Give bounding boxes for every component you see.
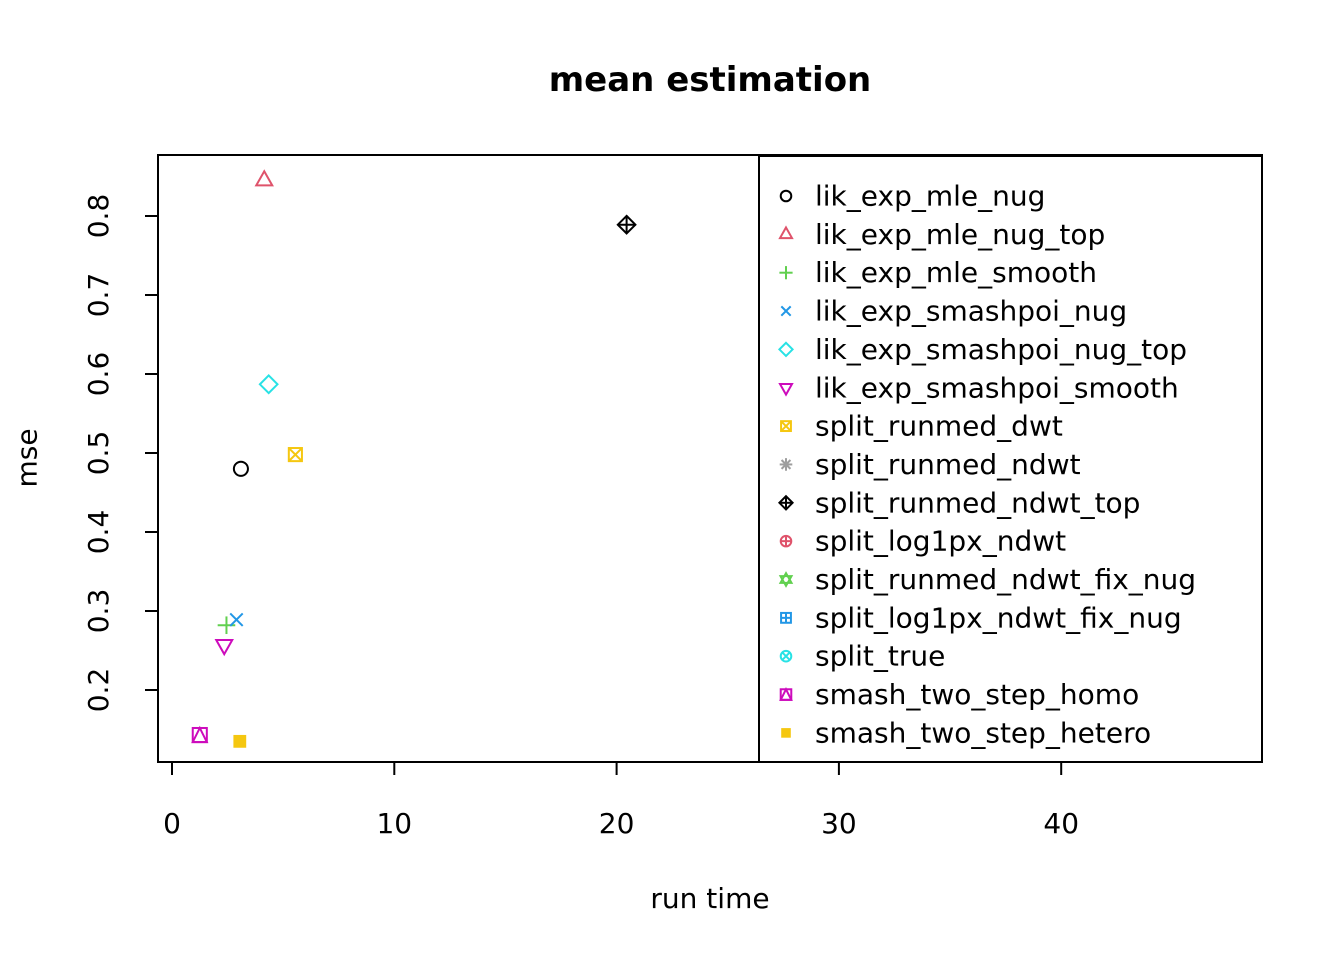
y-tick-label: 0.4 xyxy=(82,510,115,555)
y-tick-label: 0.5 xyxy=(82,431,115,476)
x-tick-label: 10 xyxy=(376,807,412,840)
legend-label-split_runmed_ndwt: split_runmed_ndwt xyxy=(815,448,1081,481)
legend-label-lik_exp_smashpoi_smooth: lik_exp_smashpoi_smooth xyxy=(815,371,1179,404)
data-point-split_runmed_ndwt_top xyxy=(616,214,637,235)
data-point-lik_exp_smashpoi_smooth xyxy=(214,639,234,657)
legend-label-lik_exp_mle_smooth: lik_exp_mle_smooth xyxy=(815,256,1097,289)
x-tick-label: 30 xyxy=(821,807,857,840)
data-point-lik_exp_mle_smooth xyxy=(217,616,236,635)
legend-swatch-split_runmed_ndwt_top xyxy=(777,494,795,511)
legend-label-lik_exp_mle_nug: lik_exp_mle_nug xyxy=(815,180,1045,213)
data-point-smash_two_step_hetero xyxy=(233,734,247,748)
x-axis-label: run time xyxy=(650,882,770,915)
x-tick-label: 20 xyxy=(599,807,635,840)
legend-swatch-split_true xyxy=(779,649,793,663)
legend-label-smash_two_step_homo: smash_two_step_homo xyxy=(815,678,1139,711)
legend-label-lik_exp_smashpoi_nug_top: lik_exp_smashpoi_nug_top xyxy=(815,333,1187,366)
y-axis-label: mse xyxy=(10,428,44,488)
legend-swatch-lik_exp_smashpoi_smooth xyxy=(778,383,794,397)
legend-swatch-lik_exp_mle_nug_top xyxy=(778,225,794,240)
legend-swatch-split_runmed_dwt xyxy=(780,420,792,433)
legend-swatch-split_runmed_ndwt_fix_nug xyxy=(778,571,794,588)
legend-box xyxy=(758,155,1263,763)
data-point-split_runmed_dwt xyxy=(287,447,303,463)
legend-swatch-smash_two_step_hetero xyxy=(781,728,791,738)
legend-swatch-split_runmed_ndwt xyxy=(779,458,793,471)
chart-title: mean estimation xyxy=(548,60,872,100)
data-point-lik_exp_smashpoi_nug_top xyxy=(258,374,279,395)
legend-label-lik_exp_mle_nug_top: lik_exp_mle_nug_top xyxy=(815,218,1105,251)
legend-swatch-lik_exp_smashpoi_nug xyxy=(780,305,792,317)
legend-swatch-split_log1px_ndwt xyxy=(779,534,793,548)
data-point-lik_exp_mle_nug xyxy=(232,460,249,477)
y-tick-label: 0.6 xyxy=(82,352,115,397)
legend-swatch-split_log1px_ndwt_fix_nug xyxy=(780,611,792,624)
y-tick-label: 0.7 xyxy=(82,273,115,318)
y-tick-label: 0.8 xyxy=(82,194,115,239)
legend-swatch-lik_exp_smashpoi_nug_top xyxy=(777,341,795,358)
legend-label-split_true: split_true xyxy=(815,640,945,673)
legend-label-smash_two_step_hetero: smash_two_step_hetero xyxy=(815,716,1151,749)
data-point-smash_two_step_homo xyxy=(191,725,209,744)
y-tick-label: 0.2 xyxy=(82,668,115,713)
legend-label-split_log1px_ndwt: split_log1px_ndwt xyxy=(815,525,1066,558)
legend-label-split_runmed_ndwt_top: split_runmed_ndwt_top xyxy=(815,486,1140,519)
legend-label-split_log1px_ndwt_fix_nug: split_log1px_ndwt_fix_nug xyxy=(815,601,1182,634)
y-tick-label: 0.3 xyxy=(82,589,115,634)
data-point-lik_exp_smashpoi_nug xyxy=(229,612,244,627)
x-tick-label: 0 xyxy=(163,807,181,840)
legend-label-lik_exp_smashpoi_nug: lik_exp_smashpoi_nug xyxy=(815,295,1127,328)
legend-label-split_runmed_ndwt_fix_nug: split_runmed_ndwt_fix_nug xyxy=(815,563,1196,596)
legend-swatch-lik_exp_mle_smooth xyxy=(779,266,793,280)
x-tick-label: 40 xyxy=(1043,807,1079,840)
data-point-lik_exp_mle_nug_top xyxy=(254,169,274,187)
legend-swatch-smash_two_step_homo xyxy=(779,687,793,701)
legend-label-split_runmed_dwt: split_runmed_dwt xyxy=(815,410,1063,443)
legend-swatch-lik_exp_mle_nug xyxy=(779,189,793,203)
